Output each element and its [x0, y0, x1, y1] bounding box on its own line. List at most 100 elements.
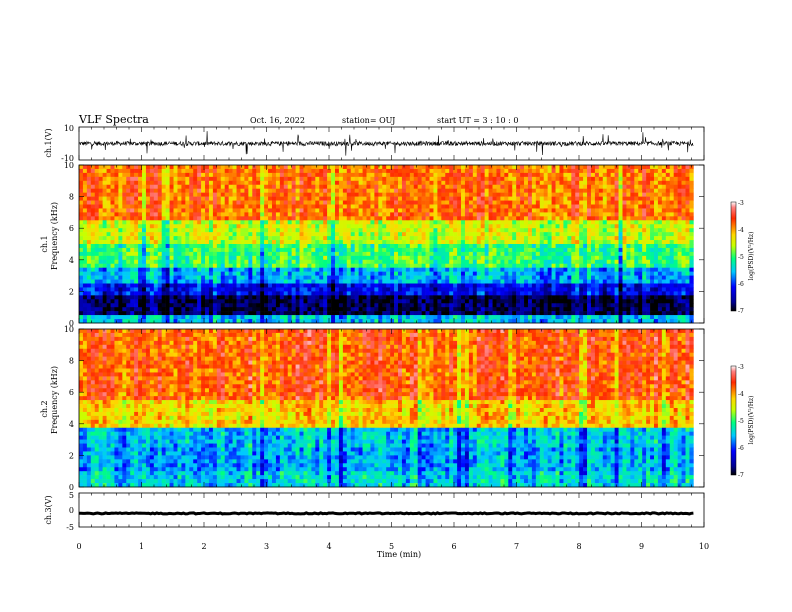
spectrogram-cell: [145, 192, 151, 197]
spectrogram-cell: [264, 259, 269, 265]
spectrogram-cell: [480, 212, 485, 217]
spectrogram-cell: [331, 251, 336, 257]
spectrogram-cell: [374, 184, 379, 189]
spectrogram-cell: [212, 224, 218, 229]
spectrogram-cell: [449, 196, 454, 201]
spectrogram-cell: [606, 228, 611, 233]
spectrogram-cell: [394, 208, 399, 213]
spectrogram-cell: [480, 196, 485, 201]
spectrogram-cell: [90, 216, 96, 221]
spectrogram-cell: [606, 263, 611, 268]
spectrogram-cell: [374, 255, 379, 261]
spectrogram-cell: [622, 180, 627, 186]
spectrogram-cell: [606, 279, 611, 284]
spectrogram-cell: [520, 192, 525, 197]
spectrogram-cell: [354, 267, 359, 272]
spectrogram-cell: [118, 240, 123, 245]
spectrogram-cell: [472, 196, 478, 201]
spectrogram-cell: [264, 208, 269, 213]
spectrogram-cell: [504, 263, 509, 268]
spectrogram-cell: [547, 247, 552, 253]
spectrogram-cell: [138, 224, 143, 229]
spectrogram-cell: [421, 251, 426, 257]
spectrogram-cell: [122, 283, 127, 288]
spectrogram-cell: [327, 244, 332, 249]
spectrogram-cell: [334, 176, 340, 182]
spectrogram-cell: [311, 208, 316, 213]
spectrogram-cell: [417, 267, 422, 272]
spectrogram-cell: [421, 279, 426, 284]
spectrogram-cell: [524, 228, 529, 233]
spectrogram-cell: [516, 176, 521, 182]
spectrogram-cell: [657, 232, 663, 237]
spectrogram-cell: [110, 271, 115, 276]
spectrogram-cell: [86, 271, 92, 276]
spectrogram-cell: [216, 216, 222, 221]
spectrogram-cell: [264, 188, 269, 193]
spectrogram-cell: [390, 192, 395, 197]
spectrogram-cell: [122, 244, 127, 249]
spectrogram-cell: [106, 240, 111, 245]
spectrogram-cell: [504, 188, 509, 193]
spectrogram-cell: [555, 244, 560, 249]
spectrogram-cell: [130, 224, 135, 229]
spectrogram-cell: [299, 251, 304, 257]
spectrogram-cell: [583, 192, 588, 197]
spectrogram-cell: [382, 255, 387, 261]
spectrogram-cell: [547, 165, 552, 170]
spectrogram-cell: [228, 188, 233, 193]
spectrogram-cell: [457, 216, 462, 221]
spectrogram-cell: [374, 200, 379, 205]
spectrogram-cell: [579, 271, 584, 276]
spectrogram-cell: [208, 200, 214, 205]
spectrogram-cell: [228, 224, 233, 229]
spectrogram-cell: [673, 228, 678, 233]
spectrogram-cell: [614, 228, 619, 233]
spectrogram-cell: [524, 271, 529, 276]
spectrogram-cell: [520, 224, 525, 229]
spectrogram-cell: [173, 172, 178, 178]
spectrogram-cell: [484, 188, 489, 193]
spectrogram-cell: [626, 180, 631, 186]
spectrogram-cell: [579, 263, 584, 268]
spectrogram-cell: [79, 267, 84, 272]
spectrogram-cell: [94, 279, 99, 284]
spectrogram-cell: [350, 275, 355, 280]
spectrogram-cell: [216, 180, 222, 186]
spectrogram-cell: [220, 259, 226, 265]
spectrogram-cell: [563, 255, 568, 261]
spectrogram-cell: [334, 263, 340, 268]
spectrogram-cell: [602, 220, 608, 225]
spectrogram-cell: [157, 208, 163, 213]
spectrogram-cell: [275, 188, 281, 193]
spectrogram-cell: [614, 244, 619, 249]
spectrogram-cell: [102, 267, 107, 272]
spectrogram-cell: [138, 267, 143, 272]
spectrogram-cell: [437, 216, 442, 221]
spectrogram-cell: [488, 255, 493, 261]
spectrogram-cell: [244, 224, 249, 229]
spectrogram-cell: [220, 188, 226, 193]
spectrogram-cell: [630, 196, 635, 201]
spectrogram-cell: [689, 180, 694, 186]
spectrogram-cell: [461, 271, 466, 276]
spectrogram-cell: [118, 224, 123, 229]
spectrogram-cell: [661, 224, 667, 229]
spectrogram-cell: [453, 176, 458, 182]
spectrogram-cell: [177, 176, 182, 182]
spectrogram-cell: [165, 192, 170, 197]
spectrogram-cell: [212, 208, 218, 213]
spectrogram-cell: [661, 259, 667, 265]
spectrogram-cell: [429, 172, 434, 178]
spectrogram-cell: [346, 275, 352, 280]
spectrogram-cell: [224, 180, 229, 186]
spectrogram-cell: [594, 165, 600, 170]
spectrogram-cell: [236, 247, 241, 253]
spectrogram-cell: [673, 247, 678, 253]
spectrogram-cell: [673, 220, 678, 225]
spectrogram-cell: [370, 251, 375, 257]
spectrogram-cell: [279, 180, 285, 186]
spectrogram-cell: [114, 200, 119, 205]
spectrogram-cell: [334, 236, 340, 241]
spectrogram-cell: [256, 228, 261, 233]
